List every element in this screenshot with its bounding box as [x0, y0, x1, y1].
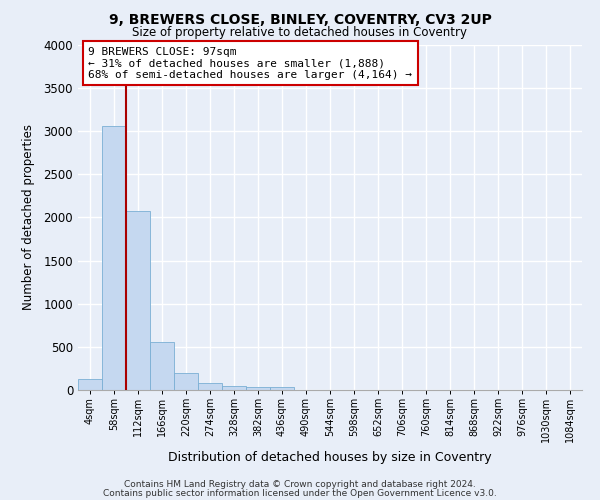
Bar [246, 386, 270, 390]
Text: Contains public sector information licensed under the Open Government Licence v3: Contains public sector information licen… [103, 488, 497, 498]
Y-axis label: Number of detached properties: Number of detached properties [22, 124, 35, 310]
Text: 9, BREWERS CLOSE, BINLEY, COVENTRY, CV3 2UP: 9, BREWERS CLOSE, BINLEY, COVENTRY, CV3 … [109, 12, 491, 26]
Bar [78, 379, 102, 390]
Bar [270, 386, 294, 390]
Text: 9 BREWERS CLOSE: 97sqm
← 31% of detached houses are smaller (1,888)
68% of semi-: 9 BREWERS CLOSE: 97sqm ← 31% of detached… [88, 46, 412, 80]
Text: Size of property relative to detached houses in Coventry: Size of property relative to detached ho… [133, 26, 467, 39]
Bar [222, 386, 246, 390]
X-axis label: Distribution of detached houses by size in Coventry: Distribution of detached houses by size … [168, 450, 492, 464]
Bar [126, 212, 150, 390]
Bar [198, 383, 222, 390]
Bar [174, 373, 198, 390]
Bar [150, 342, 174, 390]
Text: Contains HM Land Registry data © Crown copyright and database right 2024.: Contains HM Land Registry data © Crown c… [124, 480, 476, 489]
Bar [102, 126, 126, 390]
